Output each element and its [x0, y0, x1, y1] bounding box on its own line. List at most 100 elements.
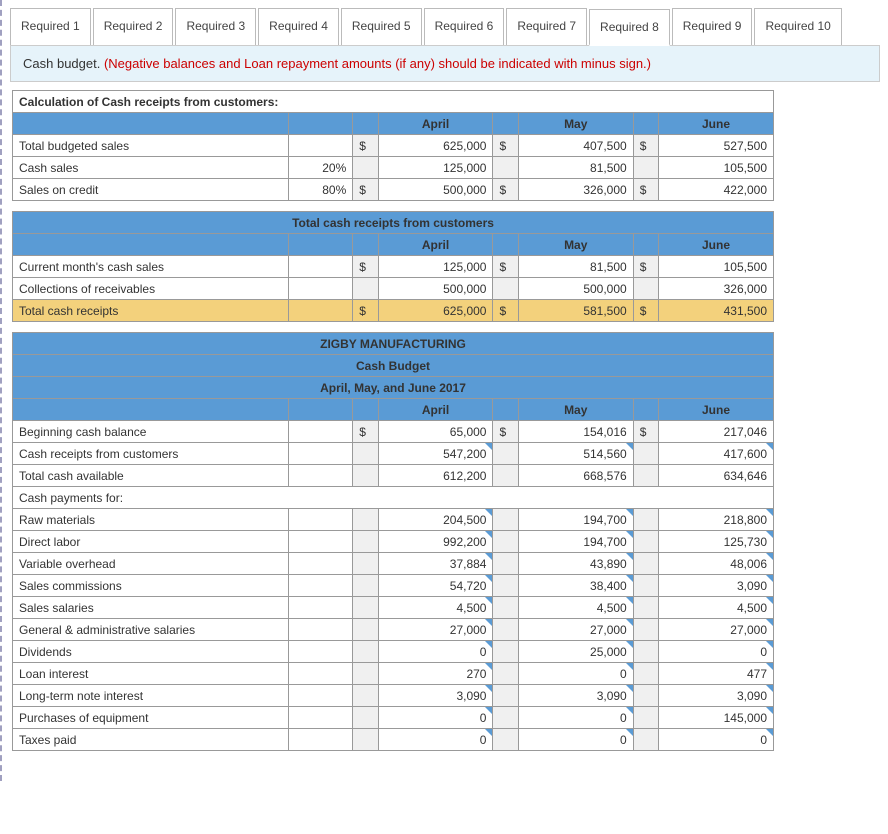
- value-cell[interactable]: 43,890: [518, 553, 633, 575]
- value-cell[interactable]: 500,000: [518, 278, 633, 300]
- value-cell[interactable]: 3,090: [378, 685, 493, 707]
- table-row: Loan interest2700477: [13, 663, 774, 685]
- tab-required-1[interactable]: Required 1: [10, 8, 91, 45]
- value-cell[interactable]: 417,600: [659, 443, 774, 465]
- value-cell[interactable]: 514,560: [518, 443, 633, 465]
- table-row: Cash receipts from customers547,200514,5…: [13, 443, 774, 465]
- instruction-panel: Cash budget. (Negative balances and Loan…: [10, 45, 880, 82]
- value-cell[interactable]: 81,500: [518, 157, 633, 179]
- value-cell[interactable]: 125,730: [659, 531, 774, 553]
- value-cell[interactable]: 4,500: [518, 597, 633, 619]
- tabs-bar: Required 1Required 2Required 3Required 4…: [2, 0, 888, 45]
- value-cell[interactable]: 38,400: [518, 575, 633, 597]
- value-cell[interactable]: 81,500: [518, 256, 633, 278]
- tab-required-6[interactable]: Required 6: [424, 8, 505, 45]
- value-cell[interactable]: 37,884: [378, 553, 493, 575]
- value-cell[interactable]: 105,500: [659, 256, 774, 278]
- col-may: May: [518, 113, 633, 135]
- value-cell[interactable]: 407,500: [518, 135, 633, 157]
- value-cell[interactable]: 500,000: [378, 179, 493, 201]
- tab-required-7[interactable]: Required 7: [506, 8, 587, 45]
- table-row: Dividends025,0000: [13, 641, 774, 663]
- table-row: Total cash available612,200668,576634,64…: [13, 465, 774, 487]
- value-cell[interactable]: 125,000: [378, 157, 493, 179]
- value-cell[interactable]: 668,576: [518, 465, 633, 487]
- col-june: June: [659, 113, 774, 135]
- value-cell[interactable]: 0: [518, 707, 633, 729]
- value-cell[interactable]: 270: [378, 663, 493, 685]
- value-cell[interactable]: 4,500: [659, 597, 774, 619]
- value-cell[interactable]: 422,000: [659, 179, 774, 201]
- value-cell[interactable]: 547,200: [378, 443, 493, 465]
- value-cell[interactable]: 3,090: [518, 685, 633, 707]
- tab-required-10[interactable]: Required 10: [754, 8, 841, 45]
- value-cell[interactable]: 65,000: [378, 421, 493, 443]
- value-cell[interactable]: 217,046: [659, 421, 774, 443]
- table-receipts-calc: Calculation of Cash receipts from custom…: [12, 90, 774, 201]
- tab-required-5[interactable]: Required 5: [341, 8, 422, 45]
- section2-title: Total cash receipts from customers: [13, 212, 774, 234]
- value-cell[interactable]: 625,000: [378, 135, 493, 157]
- value-cell[interactable]: 27,000: [518, 619, 633, 641]
- section1-title: Calculation of Cash receipts from custom…: [13, 91, 774, 113]
- value-cell[interactable]: 477: [659, 663, 774, 685]
- value-cell[interactable]: 194,700: [518, 509, 633, 531]
- table-row: Direct labor992,200194,700125,730: [13, 531, 774, 553]
- table-cash-budget: ZIGBY MANUFACTURING Cash Budget April, M…: [12, 332, 774, 751]
- value-cell[interactable]: 154,016: [518, 421, 633, 443]
- tab-required-4[interactable]: Required 4: [258, 8, 339, 45]
- value-cell[interactable]: 500,000: [378, 278, 493, 300]
- value-cell[interactable]: 634,646: [659, 465, 774, 487]
- table-row: Purchases of equipment00145,000: [13, 707, 774, 729]
- table-row: Raw materials204,500194,700218,800: [13, 509, 774, 531]
- col-april: April: [378, 113, 493, 135]
- value-cell[interactable]: 3,090: [659, 575, 774, 597]
- value-cell[interactable]: 27,000: [378, 619, 493, 641]
- table-row: Collections of receivables500,000500,000…: [13, 278, 774, 300]
- value-cell[interactable]: 54,720: [378, 575, 493, 597]
- table-row: Variable overhead37,88443,89048,006: [13, 553, 774, 575]
- value-cell[interactable]: 4,500: [378, 597, 493, 619]
- value-cell[interactable]: 48,006: [659, 553, 774, 575]
- value-cell[interactable]: 0: [518, 663, 633, 685]
- report-period: April, May, and June 2017: [13, 377, 774, 399]
- table-row: Sales salaries4,5004,5004,500: [13, 597, 774, 619]
- value-cell[interactable]: 527,500: [659, 135, 774, 157]
- value-cell[interactable]: 0: [659, 641, 774, 663]
- value-cell[interactable]: 326,000: [518, 179, 633, 201]
- value-cell[interactable]: 0: [378, 707, 493, 729]
- content: Calculation of Cash receipts from custom…: [2, 90, 888, 781]
- tab-required-2[interactable]: Required 2: [93, 8, 174, 45]
- instruction-title: Cash budget.: [23, 56, 100, 71]
- table-row: Sales on credit80%$500,000$326,000$422,0…: [13, 179, 774, 201]
- tab-required-8[interactable]: Required 8: [589, 9, 670, 46]
- tab-required-3[interactable]: Required 3: [175, 8, 256, 45]
- value-cell[interactable]: 218,800: [659, 509, 774, 531]
- value-cell[interactable]: 105,500: [659, 157, 774, 179]
- value-cell[interactable]: 204,500: [378, 509, 493, 531]
- value-cell[interactable]: 0: [378, 729, 493, 751]
- value-cell[interactable]: 145,000: [659, 707, 774, 729]
- value-cell[interactable]: 125,000: [378, 256, 493, 278]
- table-row: Total budgeted sales$625,000$407,500$527…: [13, 135, 774, 157]
- company-name: ZIGBY MANUFACTURING: [13, 333, 774, 355]
- value-cell[interactable]: 326,000: [659, 278, 774, 300]
- value-cell[interactable]: 612,200: [378, 465, 493, 487]
- table-row: Long-term note interest3,0903,0903,090: [13, 685, 774, 707]
- table-row: Beginning cash balance$65,000$154,016$21…: [13, 421, 774, 443]
- value-cell[interactable]: 0: [659, 729, 774, 751]
- value-cell[interactable]: 3,090: [659, 685, 774, 707]
- value-cell[interactable]: 0: [378, 641, 493, 663]
- table-row: General & administrative salaries27,0002…: [13, 619, 774, 641]
- table-row: Sales commissions54,72038,4003,090: [13, 575, 774, 597]
- value-cell[interactable]: 992,200: [378, 531, 493, 553]
- table-total-receipts: Total cash receipts from customers April…: [12, 211, 774, 322]
- value-cell[interactable]: 25,000: [518, 641, 633, 663]
- table-row: Current month's cash sales$125,000$81,50…: [13, 256, 774, 278]
- value-cell[interactable]: 194,700: [518, 531, 633, 553]
- payments-header: Cash payments for:: [13, 487, 774, 509]
- tab-required-9[interactable]: Required 9: [672, 8, 753, 45]
- total-receipts-row: Total cash receipts $625,000 $581,500 $4…: [13, 300, 774, 322]
- value-cell[interactable]: 27,000: [659, 619, 774, 641]
- value-cell[interactable]: 0: [518, 729, 633, 751]
